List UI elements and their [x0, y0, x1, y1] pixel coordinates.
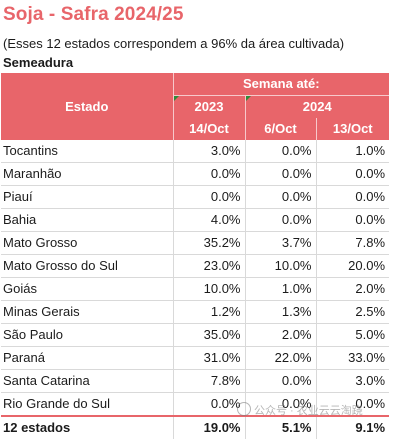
date-header: 14/Oct [172, 118, 245, 140]
cell-value: 7.8% [315, 231, 390, 255]
cell-value: 5.0% [315, 323, 390, 347]
state-name: Minas Gerais [1, 300, 173, 324]
cell-value: 0.0% [172, 185, 245, 209]
table-row: Maranhão 0.0% 0.0% 0.0% [1, 162, 390, 186]
cell-value: 0.0% [244, 162, 316, 186]
cell-value: 0.0% [315, 208, 390, 232]
cell-value: 1.0% [244, 277, 316, 301]
cell-value: 10.0% [172, 277, 245, 301]
state-name: Rio Grande do Sul [1, 392, 173, 417]
table-row: Rio Grande do Sul 0.0% 0.0% 0.0% [1, 392, 390, 417]
cell-value: 3.0% [315, 369, 390, 393]
state-name: Maranhão [1, 162, 173, 186]
cell-value: 10.0% [244, 254, 316, 278]
cell-value: 2.0% [315, 277, 390, 301]
state-name: São Paulo [1, 323, 173, 347]
cell-value: 31.0% [172, 346, 245, 370]
table-row: Goiás 10.0% 1.0% 2.0% [1, 277, 390, 301]
total-value: 19.0% [172, 415, 245, 439]
header-row-years: 2023 2024 [1, 95, 390, 118]
table-row: Paraná 31.0% 22.0% 33.0% [1, 346, 390, 370]
cell-value: 0.0% [172, 392, 245, 417]
header-row-dates: 14/Oct 6/Oct 13/Oct [1, 118, 390, 140]
cell-value: 0.0% [315, 162, 390, 186]
year-header-2024: 2024 [244, 95, 390, 118]
page-title: Soja - Safra 2024/25 [3, 4, 184, 25]
state-name: Santa Catarina [1, 369, 173, 393]
cell-value: 0.0% [244, 185, 316, 209]
state-name: Goiás [1, 277, 173, 301]
cell-value: 3.7% [244, 231, 316, 255]
cell-value: 2.5% [315, 300, 390, 324]
cell-value: 22.0% [244, 346, 316, 370]
date-header: 13/Oct [315, 118, 390, 140]
cell-value: 33.0% [315, 346, 390, 370]
state-name: Mato Grosso [1, 231, 173, 255]
cell-value: 35.2% [172, 231, 245, 255]
table-row: São Paulo 35.0% 2.0% 5.0% [1, 323, 390, 347]
date-header: 6/Oct [244, 118, 316, 140]
state-name: Bahia [1, 208, 173, 232]
table-row: Bahia 4.0% 0.0% 0.0% [1, 208, 390, 232]
table-row: Minas Gerais 1.2% 1.3% 2.5% [1, 300, 390, 324]
cell-value: 2.0% [244, 323, 316, 347]
cell-value: 35.0% [172, 323, 245, 347]
sowing-table: Estado Semana até: 2023 2024 14/Oct 6/Oc… [1, 73, 390, 439]
watermark: 公众号 · 农业云云淘跷 [237, 402, 363, 418]
wechat-icon [237, 402, 251, 416]
cell-value: 0.0% [244, 140, 316, 163]
subtitle: (Esses 12 estados correspondem a 96% da … [3, 36, 345, 51]
cell-value: 0.0% [244, 208, 316, 232]
week-header: Semana até: [172, 73, 390, 96]
cell-value: 7.8% [172, 369, 245, 393]
header-row-week: Estado Semana até: [1, 73, 390, 140]
cell-value: 20.0% [315, 254, 390, 278]
cell-value: 1.2% [172, 300, 245, 324]
cell-value: 1.3% [244, 300, 316, 324]
state-name: Piauí [1, 185, 173, 209]
table-row: Mato Grosso 35.2% 3.7% 7.8% [1, 231, 390, 255]
cell-value: 3.0% [172, 140, 245, 163]
state-column-header: Estado [1, 73, 173, 140]
state-name: Paraná [1, 346, 173, 370]
total-value: 9.1% [315, 415, 390, 439]
state-name: Tocantins [1, 140, 173, 163]
total-row: 12 estados 19.0% 5.1% 9.1% [1, 415, 390, 439]
cell-value: 1.0% [315, 140, 390, 163]
watermark-text: 公众号 · 农业云云淘跷 [254, 405, 363, 417]
cell-value: 23.0% [172, 254, 245, 278]
total-value: 5.1% [244, 415, 316, 439]
cell-value: 0.0% [172, 162, 245, 186]
table-row: Mato Grosso do Sul 23.0% 10.0% 20.0% [1, 254, 390, 278]
cell-value: 0.0% [315, 185, 390, 209]
section-label: Semeadura [3, 55, 74, 70]
cell-value: 0.0% [244, 392, 316, 417]
year-header-2023: 2023 [172, 95, 245, 118]
table-row: Piauí 0.0% 0.0% 0.0% [1, 185, 390, 209]
state-name: Mato Grosso do Sul [1, 254, 173, 278]
total-label: 12 estados [1, 415, 173, 439]
table-row: Tocantins 3.0% 0.0% 1.0% [1, 140, 390, 163]
cell-value: 4.0% [172, 208, 245, 232]
cell-value: 0.0% [244, 369, 316, 393]
table-row: Santa Catarina 7.8% 0.0% 3.0% [1, 369, 390, 393]
